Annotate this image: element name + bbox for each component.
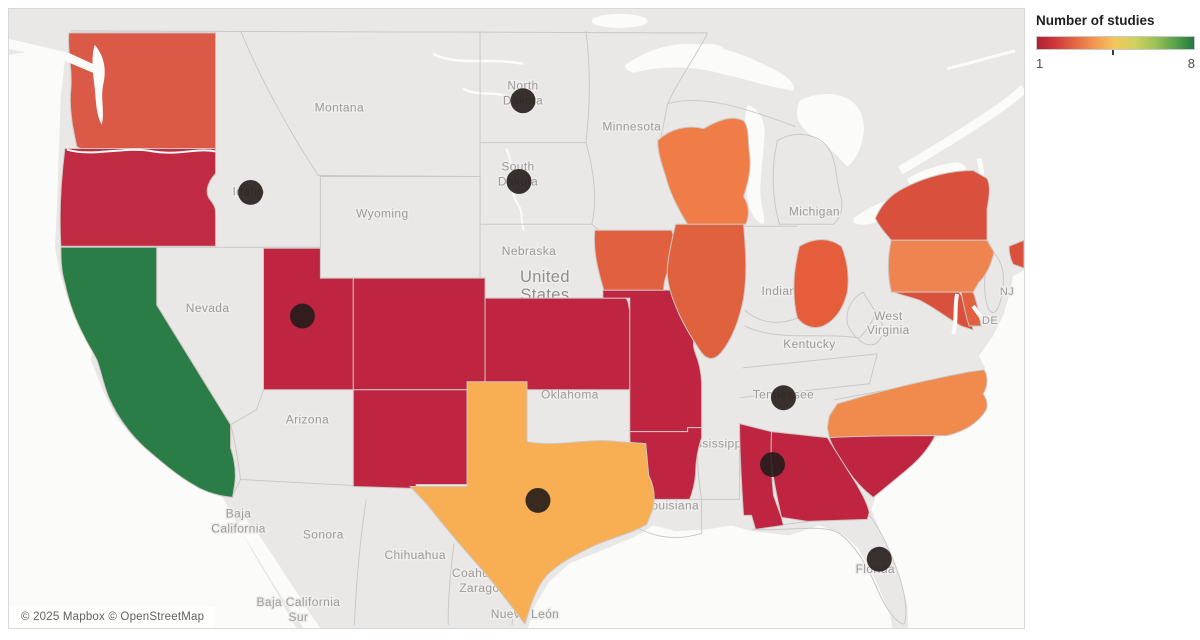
state-ohio[interactable]	[793, 239, 849, 329]
state-new-york[interactable]	[874, 169, 990, 241]
map-label-minnesota: Minnesota	[602, 120, 661, 134]
lake-superior	[625, 43, 794, 91]
study-marker-idaho[interactable]	[238, 179, 263, 205]
basemap	[9, 13, 1024, 628]
montana-idaho-border	[240, 30, 319, 176]
st-lawrence-river	[897, 85, 1024, 175]
ottawa-river	[946, 49, 1016, 71]
columbia-river	[66, 148, 216, 154]
strait-of-juan-de-fuca	[9, 38, 95, 73]
study-markers-layer	[238, 88, 892, 572]
map-label-chihuahua: Chihuahua	[384, 548, 445, 562]
minnesota-east-border	[659, 32, 709, 144]
state-wisconsin[interactable]	[657, 117, 751, 225]
map-label-kentucky: Kentucky	[783, 337, 835, 351]
map-label-nevada: Nevada	[186, 301, 230, 315]
map-label-baja: Baja California	[211, 506, 266, 535]
study-marker-south-dakota[interactable]	[506, 168, 532, 194]
north-dakota-east-border	[585, 30, 590, 143]
map-label-louisiana: Louisiana	[644, 498, 699, 512]
canadian-lake	[591, 13, 648, 28]
legend-min-label: 1	[1036, 56, 1044, 71]
lake-huron	[797, 93, 864, 167]
nevada-arizona-border	[230, 389, 264, 426]
map-label-oklahoma: Oklahoma	[541, 388, 599, 402]
us-choropleth-svg: MontanaNorthDakotaMinnesotaSouthDakotaWy…	[9, 13, 1024, 628]
kentucky-east-border	[858, 309, 878, 339]
legend-max-label: 8	[1187, 56, 1195, 71]
delaware-bay	[971, 304, 985, 322]
indiana-borders	[744, 225, 798, 323]
water-overlays	[9, 38, 985, 335]
michigan-up-outline	[667, 99, 796, 128]
map-area[interactable]: MontanaNorthDakotaMinnesotaSouthDakotaWy…	[8, 8, 1025, 629]
map-label-sonora: Sonora	[303, 527, 344, 541]
state-iowa[interactable]	[593, 229, 676, 291]
river-nd	[462, 87, 509, 98]
legend-title: Number of studies	[1036, 13, 1155, 28]
tennessee-north-border	[742, 353, 878, 369]
state-connecticut[interactable]	[1008, 239, 1024, 269]
state-delaware[interactable]	[960, 291, 982, 327]
mexico-state-border-1	[353, 499, 367, 626]
atlantic-ocean	[871, 270, 1024, 628]
map-label-nebraska: Nebraska	[502, 244, 556, 258]
map-attribution[interactable]: © 2025 Mapbox © OpenStreetMap	[9, 607, 215, 628]
top-labels-layer: NJ DE	[981, 285, 1016, 329]
state-oregon[interactable]	[59, 148, 217, 247]
puget-sound	[92, 44, 105, 125]
study-marker-utah[interactable]	[289, 303, 315, 329]
river-mt	[432, 52, 524, 66]
canadian-lake-2	[691, 43, 724, 54]
mexico-state-border-2	[447, 543, 455, 626]
map-label-michigan: Michigan	[789, 204, 840, 218]
chesapeake-bay	[951, 293, 960, 335]
legend-gradient-bar	[1036, 36, 1195, 50]
south-dakota-east-border	[585, 142, 596, 225]
map-label-baja-california-sur: Baja California Sur	[257, 595, 341, 624]
missouri-river-sd	[505, 148, 525, 231]
state-washington[interactable]	[67, 32, 217, 157]
state-north-carolina[interactable]	[826, 369, 988, 439]
canada-border	[70, 30, 708, 34]
gulf-of-california	[238, 512, 321, 628]
lake-michigan	[744, 104, 765, 225]
arizona-west-border	[230, 424, 242, 480]
map-label-arizona: Arizona	[286, 413, 329, 427]
tennessee-south-border	[739, 353, 878, 399]
wyoming-outline	[319, 175, 481, 279]
study-marker-texas[interactable]	[525, 487, 551, 513]
color-legend: Number of studies 1 8	[1036, 13, 1195, 71]
west-virginia-outline	[846, 291, 884, 346]
state-colorado[interactable]	[352, 277, 486, 391]
state-new-mexico[interactable]	[352, 389, 468, 489]
new-jersey-outline	[984, 247, 1004, 313]
michigan-lower-outline	[772, 133, 843, 225]
state-pennsylvania[interactable]	[887, 239, 995, 293]
map-label-wyoming: Wyoming	[356, 206, 409, 220]
map-label-west-virginia: West Virginia	[867, 309, 910, 337]
legend-labels: 1 8	[1036, 56, 1195, 71]
state-kansas[interactable]	[484, 297, 631, 391]
study-marker-tennessee[interactable]	[770, 385, 796, 411]
legend-tick	[1112, 50, 1115, 55]
study-marker-north-dakota[interactable]	[510, 88, 536, 114]
pacific-ocean	[9, 48, 297, 628]
state-illinois[interactable]	[666, 223, 747, 359]
kentucky-north-border	[744, 325, 860, 339]
map-label-nj: NJ	[1000, 286, 1014, 298]
study-marker-alabama[interactable]	[760, 452, 785, 477]
state-california[interactable]	[60, 246, 236, 498]
gulf-of-mexico	[527, 525, 893, 628]
map-label-montana: Montana	[315, 101, 364, 115]
study-marker-florida[interactable]	[866, 546, 892, 572]
map-label-de: DE	[982, 315, 998, 327]
